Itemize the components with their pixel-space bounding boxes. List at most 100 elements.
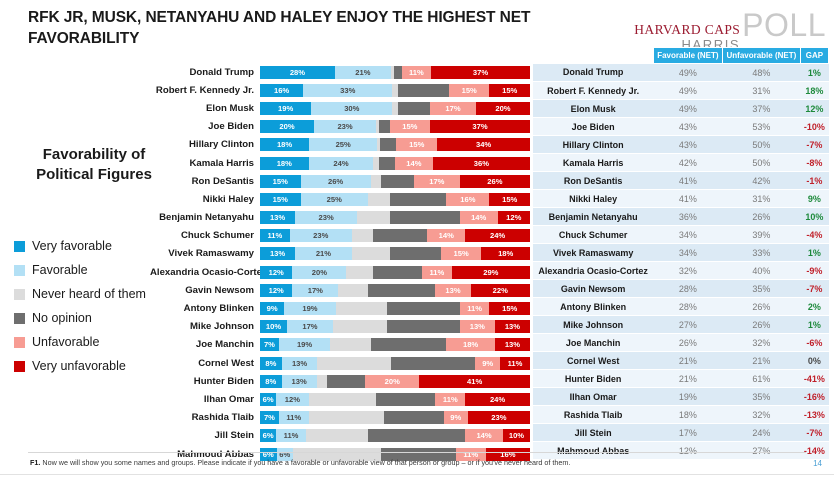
footnote-text: Now we will show you some names and grou… xyxy=(42,458,571,467)
bar-segment: 14% xyxy=(394,156,433,170)
bar-segment: 11% xyxy=(459,302,490,316)
bar-segment: 20% xyxy=(365,374,420,388)
bar-segment xyxy=(373,156,379,170)
bar-segment: 19% xyxy=(278,338,331,352)
table-row: Elon Musk 49% 37% 12% xyxy=(533,99,829,119)
bar-segment xyxy=(376,120,379,134)
bar-segment xyxy=(332,320,387,334)
favorability-stacked-bar-chart: Donald Trump 28% 21% 11% 37% Robert F. Kenned… xyxy=(150,63,530,463)
bar-segment: 37% xyxy=(431,65,530,79)
table-cell-gap: -6% xyxy=(800,333,829,353)
chart-row-label: Mahmoud Abbas xyxy=(177,448,254,460)
table-cell-name: Rashida Tlaib xyxy=(533,405,654,425)
legend-item-label: Unfavorable xyxy=(32,335,100,349)
chart-caption: Favorability of Political Figures xyxy=(36,146,152,184)
table-cell-name: Robert F. Kennedy Jr. xyxy=(533,81,654,101)
bar-segment: 36% xyxy=(432,156,530,170)
stacked-bar: 18% 25% 15% 34% xyxy=(260,138,530,152)
bar-segment xyxy=(370,174,382,188)
bar-segment: 17% xyxy=(292,283,339,297)
stacked-bar: 10% 17% 13% 13% xyxy=(260,320,530,334)
table-cell-gap: -16% xyxy=(800,387,829,407)
bar-segment: 15% xyxy=(489,302,530,316)
bar-segment: 11% xyxy=(276,429,306,443)
bar-segment xyxy=(384,411,444,425)
table-cell-favorable: 18% xyxy=(653,405,723,425)
stacked-bar: 19% 30% 17% 20% xyxy=(260,101,530,115)
table-cell-gap: -9% xyxy=(800,261,829,281)
bar-segment xyxy=(392,83,398,97)
table-cell-unfavorable: 27% xyxy=(722,441,801,461)
bar-segment xyxy=(368,192,390,206)
table-cell-unfavorable: 40% xyxy=(722,261,801,281)
bar-segment: 8% xyxy=(260,356,282,370)
table-cell-favorable: 36% xyxy=(653,207,723,227)
table-cell-gap: 1% xyxy=(800,63,829,83)
bar-segment xyxy=(390,65,394,79)
bar-segment: 15% xyxy=(489,83,530,97)
legend-swatch-icon xyxy=(14,360,25,372)
bar-segment: 19% xyxy=(260,101,312,115)
bar-segment: 10% xyxy=(260,320,287,334)
bar-segment: 17% xyxy=(413,174,460,188)
table-row: Ilhan Omar 19% 35% -16% xyxy=(533,387,829,407)
table-cell-favorable: 34% xyxy=(653,225,723,245)
table-cell-unfavorable: 31% xyxy=(722,81,801,101)
bar-segment xyxy=(367,429,466,443)
table-cell-name: Nikki Haley xyxy=(533,189,654,209)
chart-row: Joe Manchin 7% 19% 18% 13% xyxy=(150,336,530,354)
table-row: Chuck Schumer 34% 39% -4% xyxy=(533,225,829,245)
stacked-bar: 20% 23% 15% 37% xyxy=(260,120,530,134)
bar-segment xyxy=(378,156,395,170)
table-cell-gap: -7% xyxy=(800,423,829,443)
table-row: Hillary Clinton 43% 50% -7% xyxy=(533,135,829,155)
bar-segment: 25% xyxy=(300,192,368,206)
bar-segment: 15% xyxy=(396,138,438,152)
table-cell-gap: -8% xyxy=(800,153,829,173)
table-header-blank xyxy=(533,47,654,64)
stacked-bar: 7% 19% 18% 13% xyxy=(260,338,530,352)
chart-row-label: Jill Stein xyxy=(214,430,254,442)
table-cell-favorable: 17% xyxy=(653,423,723,443)
bar-segment: 17% xyxy=(430,101,476,115)
bar-segment: 6% xyxy=(260,447,277,461)
table-row: Hunter Biden 21% 61% -41% xyxy=(533,369,829,389)
bar-segment: 22% xyxy=(470,283,530,297)
table-cell-name: Vivek Ramaswamy xyxy=(533,243,654,263)
chart-row: Cornel West 8% 13% 9% 11% xyxy=(150,354,530,372)
table-cell-gap: 0% xyxy=(800,351,829,371)
bar-segment: 23% xyxy=(467,411,530,425)
chart-row-label: Ilhan Omar xyxy=(203,393,254,405)
chart-row: Kamala Harris 18% 24% 14% 36% xyxy=(150,154,530,172)
bar-segment: 13% xyxy=(281,356,318,370)
table-cell-gap: 10% xyxy=(800,207,829,227)
table-cell-name: Hunter Biden xyxy=(533,369,654,389)
chart-row: Antony Blinken 9% 19% 11% 15% xyxy=(150,299,530,317)
chart-row-label: Benjamin Netanyahu xyxy=(159,212,254,224)
chart-row-label: Joe Manchin xyxy=(195,339,254,351)
table-cell-unfavorable: 61% xyxy=(722,369,801,389)
table-cell-name: Ron DeSantis xyxy=(533,171,654,191)
table-cell-gap: 2% xyxy=(800,297,829,317)
table-header-cell: Favorable (NET) xyxy=(652,46,723,65)
bar-segment: 10% xyxy=(502,429,530,443)
bar-segment xyxy=(367,283,436,297)
chart-row-label: Donald Trump xyxy=(189,66,255,78)
table-cell-gap: -41% xyxy=(800,369,829,389)
table-cell-name: Elon Musk xyxy=(533,99,654,119)
table-cell-unfavorable: 21% xyxy=(722,351,801,371)
bar-segment xyxy=(389,192,447,206)
table-cell-gap: -10% xyxy=(800,117,829,137)
bar-segment: 26% xyxy=(459,174,530,188)
bar-segment: 13% xyxy=(435,283,471,297)
bar-segment: 11% xyxy=(435,392,466,406)
legend-item-label: Very favorable xyxy=(32,239,112,253)
chart-row-label: Hunter Biden xyxy=(193,375,254,387)
bar-segment: 16% xyxy=(446,192,490,206)
table-cell-unfavorable: 35% xyxy=(722,387,801,407)
chart-row: Chuck Schumer 11% 23% 14% 24% xyxy=(150,227,530,245)
bar-segment: 14% xyxy=(427,229,466,243)
table-cell-favorable: 28% xyxy=(653,297,723,317)
bar-segment xyxy=(386,302,460,316)
chart-row-label: Hillary Clinton xyxy=(188,139,254,151)
